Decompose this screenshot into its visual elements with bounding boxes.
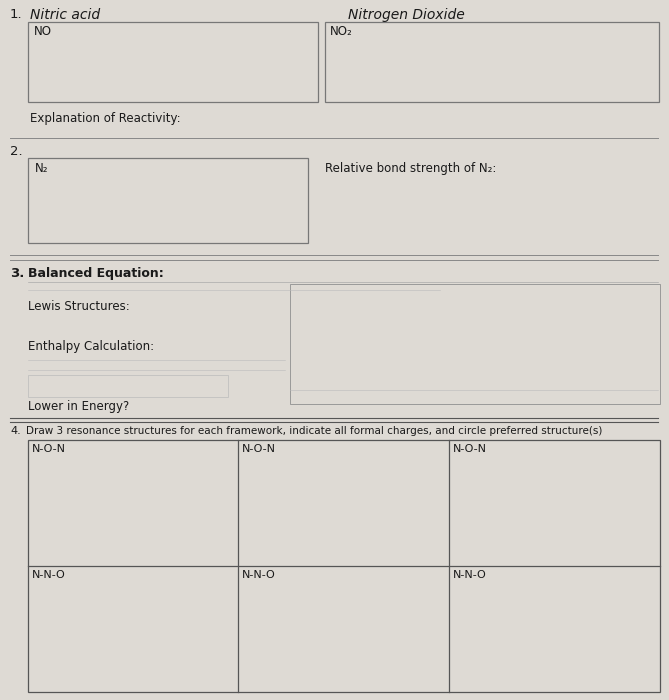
- Text: Balanced Equation:: Balanced Equation:: [28, 267, 164, 280]
- Text: N-N-O: N-N-O: [453, 570, 487, 580]
- Text: Lower in Energy?: Lower in Energy?: [28, 400, 129, 413]
- Text: Relative bond strength of N₂:: Relative bond strength of N₂:: [325, 162, 496, 175]
- Text: N₂: N₂: [35, 162, 48, 175]
- Text: NO₂: NO₂: [330, 25, 353, 38]
- Bar: [28, 440, 660, 692]
- Bar: [290, 284, 660, 404]
- Bar: [28, 158, 308, 243]
- Text: N-O-N: N-O-N: [242, 444, 276, 454]
- Text: 3.: 3.: [10, 267, 24, 280]
- Text: N-O-N: N-O-N: [32, 444, 66, 454]
- Text: Enthalpy Calculation:: Enthalpy Calculation:: [28, 340, 154, 353]
- Text: N-O-N: N-O-N: [453, 444, 487, 454]
- Bar: [325, 22, 659, 102]
- Text: 1.: 1.: [10, 8, 23, 21]
- Text: Draw 3 resonance structures for each framework, indicate all formal charges, and: Draw 3 resonance structures for each fra…: [26, 426, 602, 436]
- Text: Nitric acid: Nitric acid: [30, 8, 100, 22]
- Bar: [28, 375, 228, 397]
- Text: NO: NO: [34, 25, 52, 38]
- Text: Explanation of Reactivity:: Explanation of Reactivity:: [30, 112, 181, 125]
- Text: N-N-O: N-N-O: [32, 570, 66, 580]
- Bar: [28, 22, 318, 102]
- Text: 4.: 4.: [10, 426, 21, 436]
- Text: N-N-O: N-N-O: [242, 570, 276, 580]
- Text: Lewis Structures:: Lewis Structures:: [28, 300, 130, 313]
- Text: Nitrogen Dioxide: Nitrogen Dioxide: [348, 8, 465, 22]
- Text: 2.: 2.: [10, 145, 23, 158]
